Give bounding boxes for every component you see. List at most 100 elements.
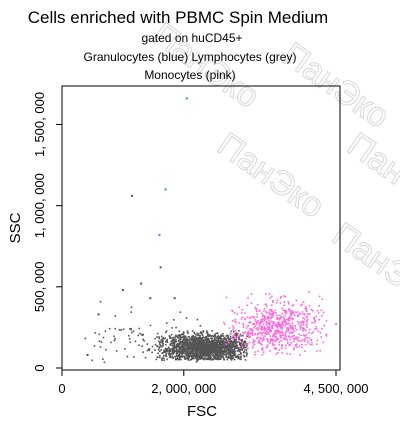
data-point-monocytes	[308, 291, 311, 293]
data-point-lymphocytes	[211, 358, 214, 360]
data-point-monocytes	[313, 317, 315, 320]
data-point-monocytes	[309, 343, 312, 346]
data-point-lymphocytes	[175, 345, 177, 348]
data-point-lymphocytes	[189, 348, 192, 350]
data-point-lymphocytes	[192, 339, 195, 341]
data-point-lymphocytes	[172, 352, 174, 355]
data-point-monocytes	[284, 334, 286, 337]
data-point-lymphocytes	[181, 345, 184, 348]
data-point-lymphocytes	[144, 356, 147, 359]
data-point-monocytes	[278, 333, 281, 335]
data-point-lymphocytes	[222, 350, 225, 353]
data-point-lymphocytes	[217, 334, 220, 337]
data-point-lymphocytes	[243, 340, 246, 343]
data-point-lymphocytes	[239, 358, 241, 360]
data-point-monocytes	[269, 329, 272, 331]
data-point-lymphocytes	[225, 335, 228, 337]
data-point-lymphocytes	[182, 339, 184, 341]
data-point-lymphocytes	[169, 344, 172, 346]
data-point-lymphocytes	[217, 351, 219, 354]
chart-title: Cells enriched with PBMC Spin Medium	[28, 8, 328, 27]
data-point-lymphocytes	[209, 344, 211, 347]
data-point-lymphocytes	[234, 341, 236, 344]
data-point-monocytes	[292, 311, 295, 314]
data-point-monocytes	[281, 313, 284, 315]
data-point-lymphocytes	[229, 352, 231, 354]
data-point-lymphocytes	[220, 341, 222, 344]
data-point-lymphocytes	[213, 349, 215, 352]
data-point-lymphocytes	[161, 342, 164, 344]
data-point-monocytes	[251, 323, 254, 325]
data-point-lymphocytes	[199, 350, 201, 352]
data-point-monocytes	[311, 309, 314, 312]
data-point-monocytes	[270, 338, 273, 340]
data-point-lymphocytes	[159, 341, 161, 343]
data-point-lymphocytes	[151, 345, 154, 348]
data-point-lymphocytes	[189, 355, 191, 358]
data-point-lymphocytes	[175, 348, 178, 350]
data-point-lymphocytes	[161, 338, 164, 340]
data-point-monocytes	[267, 332, 270, 334]
data-point-lymphocytes	[159, 356, 161, 359]
data-point-monocytes	[305, 307, 308, 310]
data-point-lymphocytes	[213, 353, 216, 355]
data-point-lymphocytes	[206, 332, 209, 334]
data-point-lymphocytes	[122, 328, 125, 331]
data-point-lymphocytes	[215, 339, 218, 342]
data-point-lymphocytes	[227, 348, 229, 350]
data-point-monocytes	[236, 313, 238, 315]
data-point-lymphocytes	[217, 358, 219, 361]
data-point-lymphocytes	[168, 348, 171, 351]
data-point-monocytes	[283, 321, 286, 323]
data-point-monocytes	[292, 328, 294, 331]
data-point-lymphocytes	[205, 346, 207, 349]
data-point-lymphocytes	[212, 341, 215, 343]
data-point-lymphocytes	[229, 357, 231, 359]
data-point-lymphocytes	[164, 337, 166, 340]
data-point-monocytes	[311, 332, 313, 335]
data-point-lymphocytes	[173, 351, 176, 354]
data-point-lymphocytes	[213, 342, 216, 345]
data-point-lymphocytes	[201, 333, 203, 335]
data-point-monocytes	[263, 328, 265, 331]
data-point-lymphocytes	[186, 338, 189, 341]
data-point-lymphocytes	[238, 349, 240, 352]
data-point-lymphocytes	[207, 353, 209, 355]
data-point-lymphocytes	[214, 345, 216, 348]
data-point-lymphocytes	[216, 348, 219, 350]
data-point-monocytes	[294, 344, 297, 346]
data-point-monocytes	[266, 345, 269, 348]
data-point-lymphocytes	[230, 355, 233, 358]
data-point-monocytes	[259, 337, 262, 339]
data-point-lymphocytes	[226, 356, 229, 359]
data-point-lymphocytes	[198, 337, 201, 339]
data-point-lymphocytes	[227, 341, 229, 344]
data-point-monocytes	[252, 344, 254, 347]
data-point-lymphocytes	[177, 345, 180, 347]
data-point-monocytes	[267, 317, 269, 320]
data-point-lymphocytes	[187, 350, 190, 353]
data-point-lymphocytes	[172, 350, 175, 353]
data-point-lymphocytes	[225, 341, 227, 344]
data-point-lymphocytes	[217, 340, 220, 342]
data-point-lymphocytes	[187, 339, 190, 341]
data-point-lymphocytes	[238, 329, 240, 332]
data-point-lymphocytes	[219, 337, 221, 339]
data-point-lymphocytes	[241, 334, 244, 337]
data-point-lymphocytes	[241, 340, 243, 343]
data-point-monocytes	[278, 318, 281, 321]
data-point-monocytes	[300, 321, 302, 324]
data-point-monocytes	[282, 323, 284, 326]
data-point-lymphocytes	[204, 355, 207, 357]
data-point-lymphocytes	[208, 339, 210, 342]
data-point-monocytes	[271, 316, 274, 318]
data-point-monocytes	[267, 333, 270, 335]
data-point-lymphocytes	[218, 341, 221, 344]
data-point-lymphocytes	[229, 337, 231, 340]
data-point-monocytes	[300, 324, 302, 326]
data-point-lymphocytes	[231, 346, 234, 348]
data-point-monocytes	[253, 327, 255, 329]
data-point-monocytes	[244, 312, 246, 314]
data-point-lymphocytes	[237, 357, 240, 360]
data-point-lymphocytes	[188, 336, 191, 338]
